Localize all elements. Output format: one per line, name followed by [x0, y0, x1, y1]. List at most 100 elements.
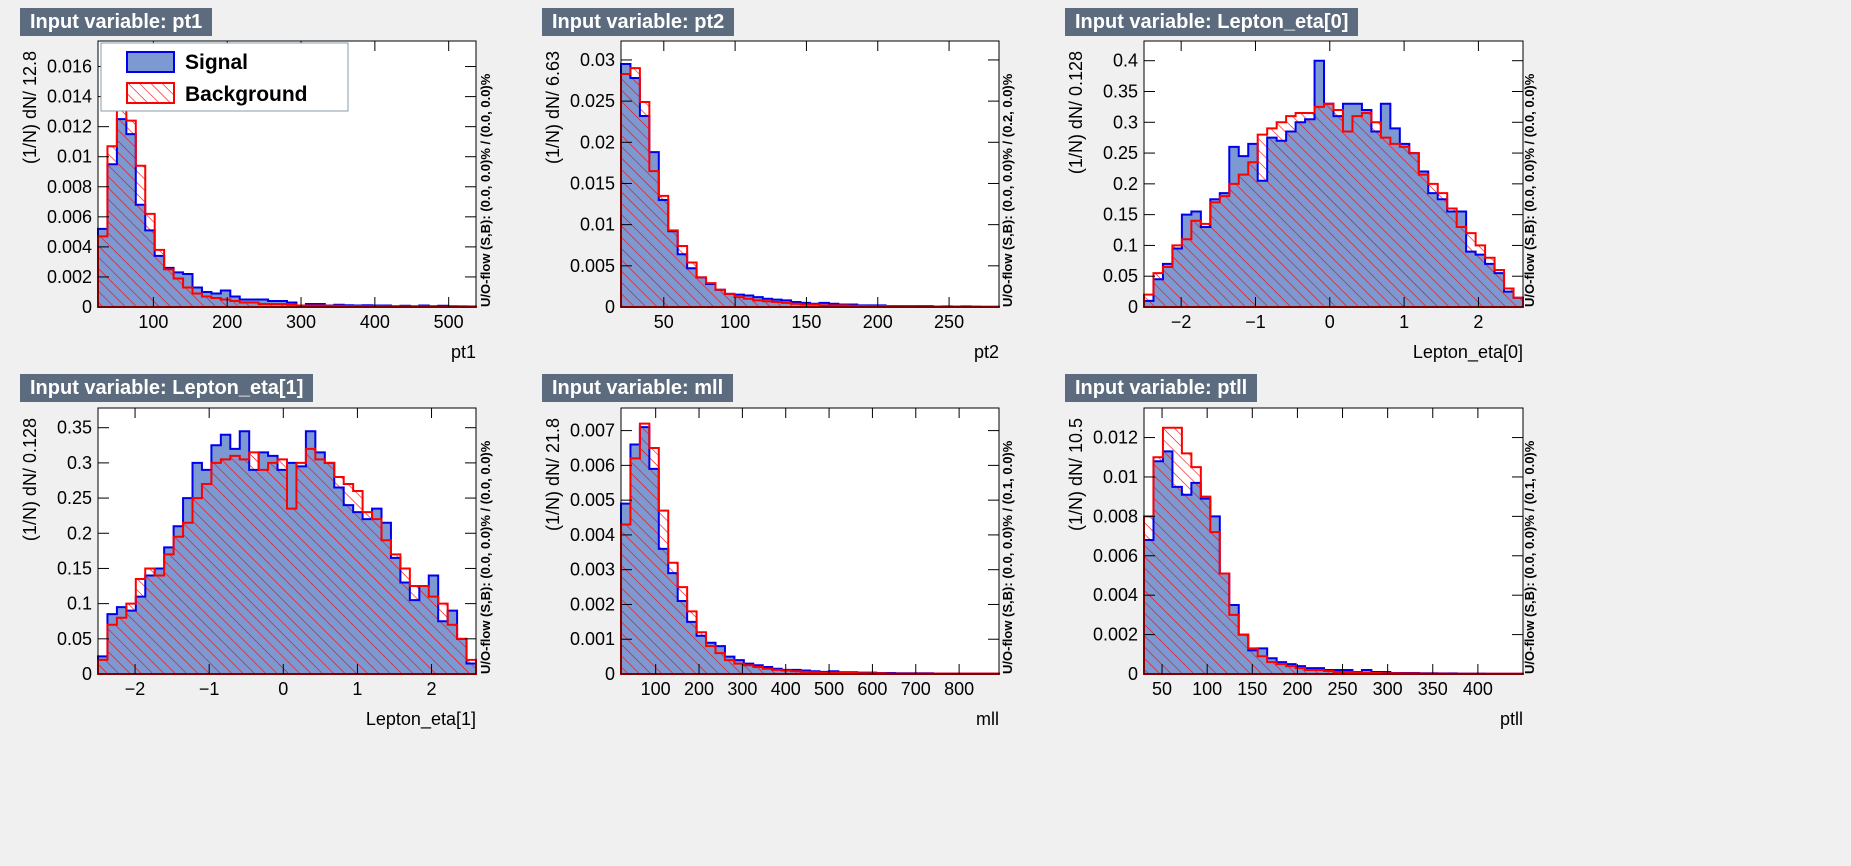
x-tick-label: 400 [360, 312, 390, 332]
x-tick-label: 200 [212, 312, 242, 332]
y-axis-label: (1/N) dN/ 10.5 [1066, 418, 1086, 531]
x-axis-label: pt2 [974, 342, 999, 362]
y-tick-label: 0.007 [570, 421, 615, 441]
y-tick-label: 0.002 [570, 594, 615, 614]
panel-title-pt2: Input variable: pt2 [542, 8, 735, 36]
plot-frame [1143, 40, 1524, 308]
y-tick-label: 0.2 [1113, 174, 1138, 194]
x-axis-label: mll [976, 709, 999, 729]
y-tick-label: 0.002 [1093, 625, 1138, 645]
x-tick-label: 300 [1373, 679, 1403, 699]
x-tick-label: 0 [1325, 312, 1335, 332]
y-axis-label: (1/N) dN/ 6.63 [543, 51, 563, 164]
y-tick-label: 0.01 [57, 147, 92, 167]
background-hatch [1144, 103, 1523, 307]
y-tick-label: 0.01 [1103, 467, 1138, 487]
y-tick-label: 0.012 [47, 117, 92, 137]
y-tick-label: 0.15 [1103, 205, 1138, 225]
y-tick-label: 0 [605, 664, 615, 684]
y-tick-label: 0.012 [1093, 428, 1138, 448]
y-tick-label: 0.004 [1093, 585, 1138, 605]
y-tick-label: 0.005 [570, 490, 615, 510]
overflow-label: U/O-flow (S,B): (0.0, 0.0)% / (0.0, 0.0)… [1522, 73, 1537, 307]
y-axis-label: (1/N) dN/ 12.8 [20, 51, 40, 164]
x-axis-label: pt1 [451, 342, 476, 362]
chart-panel-2: 0 0.05 0.1 0.15 0.2 0.25 0.3 0.35 0.4 −2 −1 0 1 2 Lept… [1066, 40, 1537, 363]
x-tick-label: 300 [727, 679, 757, 699]
y-tick-label: 0.1 [1113, 235, 1138, 255]
y-tick-label: 0.05 [1103, 266, 1138, 286]
y-tick-label: 0.015 [570, 173, 615, 193]
y-tick-label: 0 [82, 297, 92, 317]
overflow-label: U/O-flow (S,B): (0.0, 0.0)% / (0.2, 0.0)… [1000, 73, 1015, 307]
y-tick-label: 0.35 [1103, 81, 1138, 101]
background-hatch [621, 68, 999, 307]
x-tick-label: 250 [1328, 679, 1358, 699]
plot-frame [97, 40, 477, 308]
y-tick-label: 0 [605, 297, 615, 317]
chart-panel-1: 0 0.005 0.01 0.015 0.02 0.025 0.03 50 100 150 200 2… [543, 40, 1015, 362]
chart-panel-4: 0 0.001 0.002 0.003 0.004 0.005 0.006 0.007 100 2… [543, 407, 1015, 729]
x-tick-label: 100 [1192, 679, 1222, 699]
x-tick-label: 300 [286, 312, 316, 332]
x-tick-label: 50 [654, 312, 674, 332]
y-tick-label: 0.35 [57, 418, 92, 438]
overflow-label: U/O-flow (S,B): (0.0, 0.0)% / (0.0, 0.0)… [478, 440, 493, 674]
y-tick-label: 0.1 [67, 594, 92, 614]
x-tick-label: 100 [641, 679, 671, 699]
y-tick-label: 0.006 [47, 207, 92, 227]
y-tick-label: 0.01 [580, 215, 615, 235]
y-tick-label: 0 [1128, 297, 1138, 317]
y-tick-label: 0.002 [47, 267, 92, 287]
x-tick-label: 2 [427, 679, 437, 699]
y-tick-label: 0 [82, 664, 92, 684]
y-tick-label: 0.004 [47, 237, 92, 257]
y-tick-label: 0.003 [570, 560, 615, 580]
x-tick-label: 150 [1237, 679, 1267, 699]
x-tick-label: 1 [1399, 312, 1409, 332]
panel-title-mll: Input variable: mll [542, 374, 734, 402]
x-tick-label: 500 [434, 312, 464, 332]
x-tick-label: 2 [1473, 312, 1483, 332]
y-tick-label: 0.4 [1113, 51, 1138, 71]
y-tick-label: 0.3 [1113, 112, 1138, 132]
overflow-label: U/O-flow (S,B): (0.0, 0.0)% / (0.1, 0.0)… [1000, 440, 1015, 674]
overflow-label: U/O-flow (S,B): (0.0, 0.0)% / (0.1, 0.0)… [1522, 440, 1537, 674]
x-tick-label: 700 [901, 679, 931, 699]
overflow-label: U/O-flow (S,B): (0.0, 0.0)% / (0.0, 0.0)… [478, 73, 493, 307]
plot-frame [97, 407, 477, 675]
y-tick-label: 0.2 [67, 523, 92, 543]
y-tick-label: 0.15 [57, 558, 92, 578]
x-tick-label: −1 [1245, 312, 1266, 332]
x-tick-label: 800 [944, 679, 974, 699]
panel-title-pt1: Input variable: pt1 [20, 8, 213, 36]
x-tick-label: 1 [352, 679, 362, 699]
background-outline [1143, 102, 1524, 308]
chart-panel-3: 0 0.05 0.1 0.15 0.2 0.25 0.3 0.35 −2 −1 0 1 2 Lepton_… [20, 407, 493, 730]
y-tick-label: 0.014 [47, 87, 92, 107]
y-axis-label: (1/N) dN/ 0.128 [20, 418, 40, 541]
x-tick-label: 100 [138, 312, 168, 332]
x-tick-label: 250 [934, 312, 964, 332]
x-tick-label: 50 [1152, 679, 1172, 699]
plot-frame [620, 40, 1000, 308]
x-axis-label: ptll [1500, 709, 1523, 729]
panel-title-lepton-eta0: Input variable: Lepton_eta[0] [1065, 8, 1359, 36]
signal-outline [97, 118, 477, 308]
x-tick-label: 400 [771, 679, 801, 699]
y-tick-label: 0.02 [580, 132, 615, 152]
x-tick-label: 500 [814, 679, 844, 699]
y-tick-label: 0.025 [570, 91, 615, 111]
x-tick-label: 200 [863, 312, 893, 332]
y-tick-label: 0.3 [67, 453, 92, 473]
y-tick-label: 0.008 [1093, 506, 1138, 526]
x-tick-label: 400 [1463, 679, 1493, 699]
legend-signal-swatch [126, 51, 175, 73]
panel-title-ptll: Input variable: ptll [1065, 374, 1258, 402]
x-tick-label: 600 [857, 679, 887, 699]
y-tick-label: 0.25 [57, 488, 92, 508]
y-tick-label: 0.25 [1103, 143, 1138, 163]
y-tick-label: 0.004 [570, 525, 615, 545]
background-outline [97, 447, 477, 675]
